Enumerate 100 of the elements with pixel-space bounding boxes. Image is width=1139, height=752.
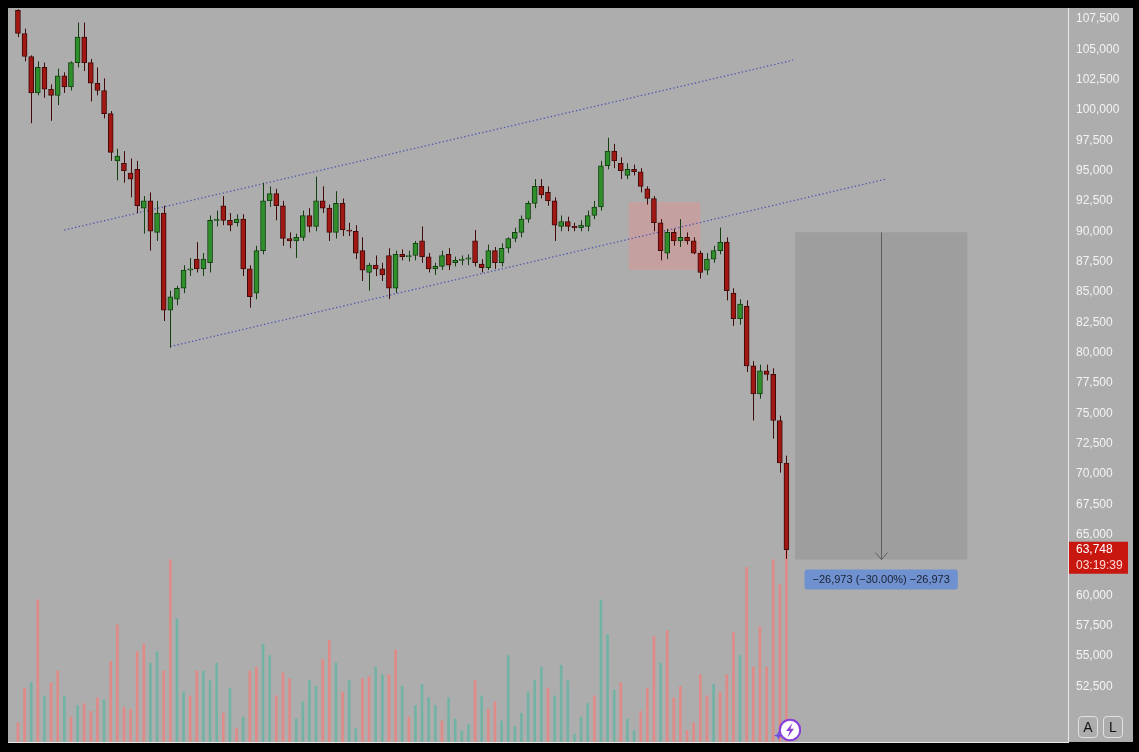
- bar: [692, 722, 696, 742]
- bar: [400, 685, 404, 742]
- bar: [374, 666, 378, 742]
- text: 63,748: [1076, 542, 1114, 557]
- bar: [626, 718, 629, 742]
- candlestick: [15, 8, 21, 38]
- bar: [533, 680, 537, 742]
- candlestick: [439, 250, 445, 271]
- y-tick-label: 72,500: [1076, 435, 1114, 450]
- candlestick: [545, 185, 551, 207]
- bar: [553, 695, 556, 742]
- y-tick-label: 65,000: [1076, 526, 1114, 541]
- bar: [195, 670, 199, 742]
- bar: [539, 666, 543, 742]
- bar: [149, 662, 152, 742]
- candlestick: [68, 60, 74, 91]
- y-tick-label: 80,000: [1076, 344, 1114, 359]
- bar: [162, 670, 166, 742]
- y-tick-label: 57,500: [1076, 617, 1114, 632]
- bar: [619, 682, 623, 742]
- candlestick: [366, 262, 372, 292]
- candlestick: [465, 253, 472, 266]
- bar: [506, 655, 510, 742]
- bar: [467, 724, 470, 742]
- bar: [453, 718, 457, 742]
- bar: [202, 670, 205, 742]
- bar: [36, 599, 40, 742]
- candlestick: [525, 200, 531, 224]
- candlestick: [87, 58, 94, 102]
- bar: [639, 710, 643, 742]
- bar: [771, 559, 775, 742]
- bar: [427, 697, 431, 742]
- y-tick-label: 105,000: [1076, 41, 1120, 56]
- bar: [659, 662, 662, 742]
- bar: [255, 666, 258, 742]
- bar: [354, 728, 358, 742]
- candlestick: [319, 185, 326, 214]
- bar: [712, 684, 715, 742]
- bar: [361, 678, 364, 742]
- y-tick-label: 85,000: [1076, 284, 1114, 299]
- candlestick: [101, 77, 107, 119]
- y-tick-label: 97,500: [1076, 132, 1114, 147]
- bar: [559, 664, 563, 742]
- y-tick-label: 55,000: [1076, 648, 1114, 663]
- bar: [109, 661, 113, 742]
- candlestick: [617, 156, 624, 180]
- candlestick: [273, 188, 280, 221]
- candlestick: [472, 229, 478, 267]
- bar: [235, 728, 238, 742]
- candlestick: [140, 195, 147, 235]
- candlestick: [174, 285, 180, 306]
- button: A: [1078, 716, 1098, 738]
- bar: [698, 674, 702, 742]
- candlestick: [121, 150, 127, 184]
- y-tick-label: 92,500: [1076, 193, 1114, 208]
- candlestick: [717, 227, 724, 255]
- y-tick-label: 67,500: [1076, 496, 1114, 511]
- candlestick: [193, 241, 200, 273]
- candlestick: [372, 255, 379, 277]
- bar: [288, 678, 291, 742]
- button: L: [1103, 716, 1123, 738]
- bar: [765, 666, 768, 742]
- candlestick: [227, 212, 233, 232]
- bar: [486, 709, 490, 742]
- bar: [679, 685, 682, 742]
- candlestick: [651, 195, 657, 232]
- bar: [407, 716, 411, 742]
- bar: [718, 691, 722, 742]
- bar: [394, 649, 397, 742]
- y-tick-label: 52,500: [1076, 678, 1114, 693]
- candlestick: [61, 71, 68, 94]
- candlestick: [154, 200, 160, 242]
- y-tick-label: 90,000: [1076, 223, 1114, 238]
- bar: [268, 655, 272, 742]
- bar: [433, 705, 437, 742]
- candlestick: [704, 252, 710, 276]
- y-tick-label: 60,000: [1076, 587, 1114, 602]
- bar: [414, 705, 417, 742]
- candlestick: [167, 290, 174, 349]
- y-tick-label: 107,500: [1076, 11, 1120, 26]
- bar: [347, 680, 351, 742]
- bar: [248, 670, 252, 742]
- bar: [56, 670, 60, 742]
- bar: [480, 695, 484, 742]
- bar: [135, 651, 139, 742]
- bar: [645, 687, 649, 742]
- bar: [221, 712, 225, 742]
- candlestick: [379, 262, 386, 282]
- bar: [460, 730, 464, 742]
- y-tick-label: 102,500: [1076, 71, 1120, 86]
- bar: [745, 566, 749, 742]
- bar: [188, 695, 192, 742]
- candlestick: [54, 68, 61, 106]
- y-tick-label: 77,500: [1076, 375, 1114, 390]
- candlestick: [419, 225, 425, 264]
- candlestick: [531, 178, 538, 209]
- bar: [129, 709, 132, 742]
- candlestick: [697, 250, 704, 280]
- bar: [606, 634, 609, 742]
- candlestick: [611, 143, 618, 169]
